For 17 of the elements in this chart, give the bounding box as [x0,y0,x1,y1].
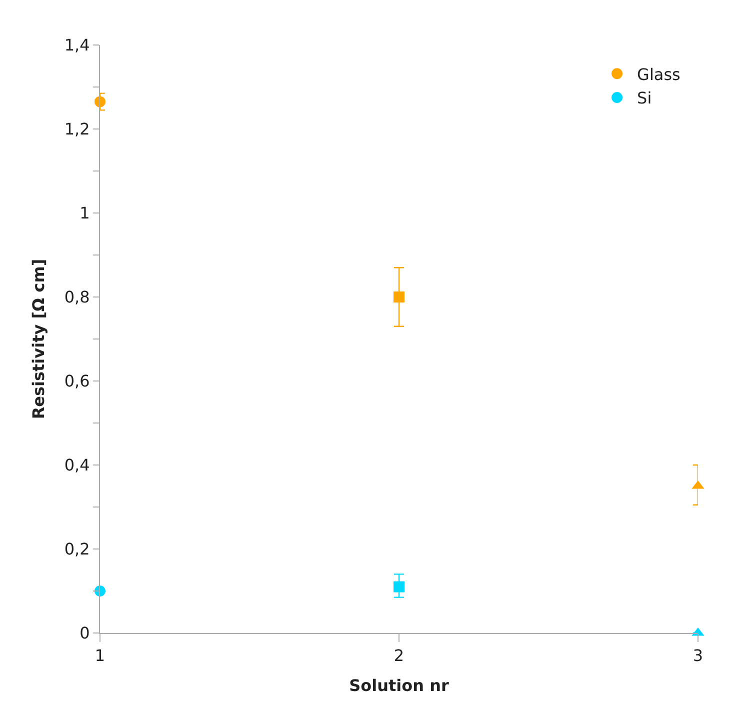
y-tick-label: 0,4 [64,456,90,475]
y-axis-title: Resistivity [Ω cm] [29,258,48,420]
point [394,292,404,302]
y-tick-label: 0,8 [64,288,90,307]
y-tick-label: 0 [80,624,90,643]
y-tick-label: 1 [80,204,90,223]
y-tick-label: 1,4 [64,36,90,55]
x-tick-label: 2 [394,646,404,666]
x-axis-title: Solution nr [349,676,449,695]
legend-label: Glass [637,64,680,84]
point [394,581,404,592]
x-tick-label: 1 [94,646,106,666]
y-tick-label: 0,2 [64,540,90,559]
y-tick-label: 0,6 [64,372,90,391]
x-tick-label: 3 [692,646,704,666]
y-tick-label: 1,2 [64,120,90,139]
legend-label: Si [637,88,652,108]
